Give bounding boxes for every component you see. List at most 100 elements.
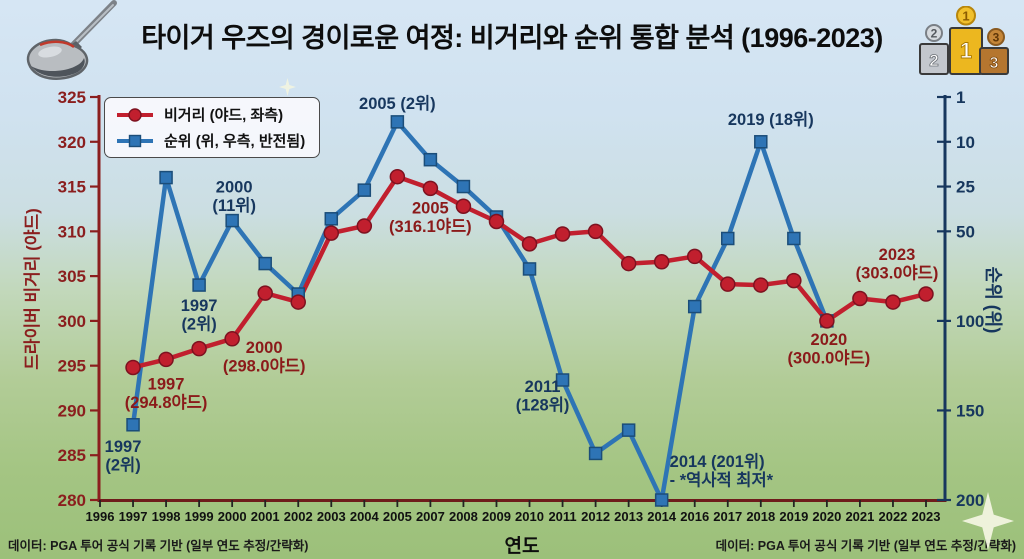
distance-point-2018 xyxy=(753,277,769,293)
annotation: 1997 (294.8야드) xyxy=(125,375,208,412)
golf-driver-icon xyxy=(26,0,117,81)
distance-point-2021 xyxy=(852,290,868,307)
svg-text:3: 3 xyxy=(993,31,1000,45)
legend-label-rank: 순위 (위, 우측, 반전됨) xyxy=(164,133,306,150)
rank-point-2013 xyxy=(621,423,636,437)
distance-point-2014 xyxy=(653,254,670,270)
distance-point-2019 xyxy=(786,272,802,289)
rank-point-2016 xyxy=(687,299,702,314)
rank-point-2007 xyxy=(423,152,438,167)
x-axis-title: 연도 xyxy=(504,536,540,557)
svg-text:2: 2 xyxy=(931,27,938,41)
podium-icon: 2 1 3 2 1 3 xyxy=(919,6,1009,75)
left-tick-label: 315 xyxy=(58,178,86,197)
annotation: 2005 (2위) xyxy=(359,94,436,113)
annotation: 1997 (2위) xyxy=(105,438,142,475)
distance-point-2013 xyxy=(620,255,637,272)
distance-point-2017 xyxy=(720,276,736,292)
x-tick-label: 2010 xyxy=(515,509,544,524)
rank-point-2011 xyxy=(555,373,570,387)
rank-point-1999 xyxy=(192,278,206,292)
distance-line-swatch xyxy=(117,107,153,122)
rank-point-2018 xyxy=(754,135,768,149)
x-tick-label: 1998 xyxy=(152,509,181,524)
left-tick-label: 300 xyxy=(58,312,86,331)
rank-point-2017 xyxy=(721,231,735,246)
x-tick-label: 2018 xyxy=(746,509,775,524)
x-tick-label: 2023 xyxy=(912,509,941,524)
x-tick-label: 2003 xyxy=(317,509,346,524)
rank-point-1998 xyxy=(159,170,173,185)
distance-point-2023 xyxy=(918,286,934,302)
left-tick-label: 310 xyxy=(58,222,86,241)
x-tick-label: 2004 xyxy=(350,509,380,524)
distance-point-2004 xyxy=(356,218,373,234)
annotations: 2005 (2위) 2019 (18위) 2000 (11위) 1997 (2위) 1997… xyxy=(105,94,939,490)
rank-series-points xyxy=(126,115,834,507)
distance-point-2012 xyxy=(587,223,604,240)
x-tick-label: 2021 xyxy=(845,509,874,524)
rank-point-2003 xyxy=(324,212,339,226)
distance-point-2007 xyxy=(422,180,439,197)
distance-point-2009 xyxy=(488,213,505,230)
right-axis: 1 10 25 50 100 150 200 xyxy=(937,88,984,510)
x-tick-label: 2009 xyxy=(482,509,511,524)
x-tick-label: 2007 xyxy=(416,509,445,524)
annotation: 2020 (300.0야드) xyxy=(788,331,871,368)
annotation: 1997 (2위) xyxy=(181,297,218,334)
distance-point-2016 xyxy=(686,248,703,265)
left-axis-title: 드라이버 비거리 (야드) xyxy=(23,208,42,370)
right-axis-title: 순위 (위) xyxy=(983,266,1003,334)
annotation: 2005 (316.1야드) xyxy=(389,200,472,237)
x-tick-label: 2022 xyxy=(878,509,907,524)
left-tick-label: 320 xyxy=(58,133,86,152)
x-tick-label: 2002 xyxy=(284,509,313,524)
x-tick-label: 2014 xyxy=(647,509,677,524)
distance-point-1999 xyxy=(191,340,207,357)
distance-point-2003 xyxy=(323,225,340,241)
annotation: 2014 (201위) - *역사적 최저* xyxy=(670,452,774,490)
distance-point-2022 xyxy=(885,294,901,310)
svg-text:2: 2 xyxy=(929,51,938,70)
bronze-medal-icon xyxy=(987,28,1005,46)
left-tick-label: 280 xyxy=(58,491,86,510)
rank-point-2005 xyxy=(390,115,405,129)
distance-point-2010 xyxy=(521,236,538,252)
rank-point-2004 xyxy=(357,183,372,197)
legend-item-distance: 비거리 (야드, 좌측) xyxy=(115,104,305,125)
left-tick-label: 305 xyxy=(58,267,86,286)
x-tick-label: 2001 xyxy=(251,509,280,524)
right-tick-label: 100 xyxy=(956,312,984,331)
right-tick-label: 50 xyxy=(956,222,975,241)
silver-medal-icon xyxy=(925,24,943,42)
left-axis: 280 285 290 295 300 305 310 315 320 325 xyxy=(58,88,99,510)
left-tick-label: 325 xyxy=(58,88,86,107)
distance-point-2020 xyxy=(819,313,835,329)
legend-item-rank: 순위 (위, 우측, 반전됨) xyxy=(115,130,305,151)
svg-text:1: 1 xyxy=(962,9,969,24)
distance-point-2011 xyxy=(554,226,571,242)
rank-line-swatch xyxy=(117,134,153,147)
distance-point-2005 xyxy=(389,168,406,185)
distance-point-2002 xyxy=(290,294,306,310)
x-tick-label: 2016 xyxy=(680,509,709,524)
rank-point-2000 xyxy=(225,213,239,228)
left-tick-label: 290 xyxy=(58,401,86,420)
legend-label-distance: 비거리 (야드, 좌측) xyxy=(164,107,284,124)
x-tick-label: 1997 xyxy=(119,509,148,524)
x-tick-label: 2017 xyxy=(713,509,742,524)
svg-text:1: 1 xyxy=(960,38,972,63)
distance-point-2000 xyxy=(224,331,240,347)
rank-point-2001 xyxy=(258,256,272,271)
rank-point-2019 xyxy=(787,231,801,246)
distance-series-points xyxy=(125,168,934,376)
x-tick-label: 2005 xyxy=(383,509,412,524)
rank-point-2008 xyxy=(456,179,471,194)
right-tick-label: 10 xyxy=(956,133,975,152)
x-tick-label: 2008 xyxy=(449,509,478,524)
distance-point-2001 xyxy=(257,285,273,301)
chart-title: 타이거 우즈의 경이로운 여정: 비거리와 순위 통합 분석 (1996-202… xyxy=(141,23,883,53)
svg-text:3: 3 xyxy=(990,55,999,72)
annotation: 2019 (18위) xyxy=(728,110,814,129)
